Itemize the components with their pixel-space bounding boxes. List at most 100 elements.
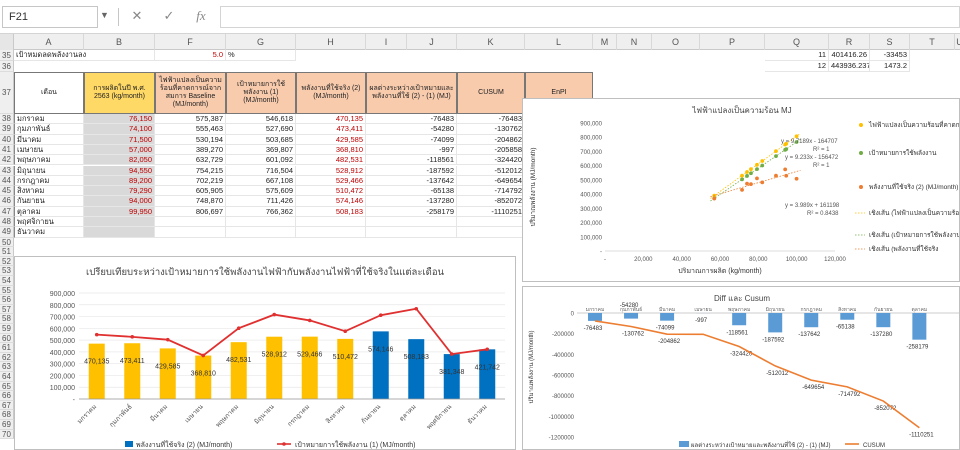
fx-icon[interactable]: fx (196, 8, 206, 23)
column-header-t[interactable]: T (910, 34, 955, 50)
legend-actual-label: พลังงานที่ใช้จริง (2) (MJ/month) (136, 440, 232, 449)
row-header-60[interactable]: 60 (0, 333, 14, 344)
row-header-52[interactable]: 52 (0, 256, 14, 267)
diff-x-tick-label: มีนาคม (659, 306, 675, 313)
cancel-icon[interactable]: ✕ (131, 8, 143, 23)
diff-x-tick-label: กุมภาพันธ์ (620, 306, 642, 313)
cell-f35: 5.0 (155, 50, 226, 61)
column-header-q[interactable]: Q (765, 34, 829, 50)
column-header-l[interactable]: L (525, 34, 593, 50)
target-point-1 (94, 332, 99, 337)
row-header-51[interactable]: 51 (0, 247, 14, 257)
header-baseline: ไฟฟ้าแปลงเป็นความร้อนที่คาดการณ์จากสมการ… (155, 72, 226, 114)
bar-y-tick-label: 100,000 (50, 385, 75, 392)
scatter-point-s3 (749, 182, 753, 187)
scatter-x-tick-label: 40,000 (672, 257, 691, 263)
row-header-40[interactable]: 40 (0, 134, 14, 145)
header-target: เป้าหมายการใช้พลังงาน (1) (MJ/month) (226, 72, 296, 114)
column-header-u[interactable]: U (955, 34, 960, 50)
row-header-44[interactable]: 44 (0, 175, 14, 187)
cell-production: 76,150 (84, 114, 155, 125)
column-header-n[interactable]: N (617, 34, 652, 50)
header-cusum: CUSUM (457, 72, 525, 114)
cell-cusum: -204862 (457, 134, 525, 145)
row-header-36[interactable]: 36 (0, 61, 14, 72)
cell-diff: -137280 (366, 196, 457, 207)
row-header-68[interactable]: 68 (0, 410, 14, 420)
target-point-11 (449, 352, 454, 356)
scatter-chart[interactable]: ไฟฟ้าแปลงเป็นความร้อน MJ 900,000 800,000 70… (522, 98, 960, 282)
column-header-b[interactable]: B (84, 34, 155, 50)
row-header-64[interactable]: 64 (0, 372, 14, 382)
cell-target: 711,426 (226, 196, 296, 207)
column-header-i[interactable]: I (366, 34, 407, 50)
row-header-56[interactable]: 56 (0, 295, 14, 305)
row-header-61[interactable]: 61 (0, 343, 14, 353)
column-header-f[interactable]: F (155, 34, 226, 50)
column-header-j[interactable]: J (407, 34, 457, 50)
bar-y-tick-label: 600,000 (50, 326, 75, 333)
diff-x-tick-label: กันยายน (874, 307, 893, 313)
row-header-46[interactable]: 46 (0, 196, 14, 207)
cell-cusum (457, 227, 525, 238)
row-header-65[interactable]: 65 (0, 381, 14, 392)
bar-actual-9 (372, 331, 389, 399)
scatter-legend-label: เป้าหมายการใช้พลังงาน (869, 149, 937, 157)
column-header-h[interactable]: H (296, 34, 366, 50)
row-header-59[interactable]: 59 (0, 324, 14, 334)
row-header-57[interactable]: 57 (0, 304, 14, 315)
row-header-67[interactable]: 67 (0, 400, 14, 411)
row-header-38[interactable]: 38 (0, 114, 14, 125)
row-header-55[interactable]: 55 (0, 285, 14, 296)
row-header-70[interactable]: 70 (0, 429, 14, 440)
row-header-45[interactable]: 45 (0, 186, 14, 197)
cell-actual: 508,183 (296, 206, 366, 217)
name-box[interactable]: F21 (2, 6, 98, 28)
bar-y-tick-label: 700,000 (50, 315, 75, 322)
row-header-37[interactable]: 37 (0, 72, 14, 114)
scatter-title: ไฟฟ้าแปลงเป็นความร้อน MJ (691, 105, 791, 115)
row-header-49[interactable]: 49 (0, 227, 14, 238)
row-header-69[interactable]: 69 (0, 420, 14, 430)
column-header-g[interactable]: G (226, 34, 296, 50)
row-header-48[interactable]: 48 (0, 217, 14, 228)
cell-cusum: -714792 (457, 186, 525, 197)
enter-icon[interactable]: ✓ (163, 8, 175, 23)
row-header-53[interactable]: 53 (0, 266, 14, 276)
row-header-43[interactable]: 43 (0, 165, 14, 176)
column-header-s[interactable]: S (870, 34, 910, 50)
formula-input[interactable] (220, 6, 960, 28)
cell-target: 546,618 (226, 114, 296, 125)
row-header-50[interactable]: 50 (0, 237, 14, 248)
row-header-39[interactable]: 39 (0, 124, 14, 135)
diff-cusum-chart[interactable]: Diff และ Cusum 0 -200000 -400000 -600000 -800… (522, 286, 960, 450)
diff-bar-1 (588, 313, 603, 321)
row-header-63[interactable]: 63 (0, 362, 14, 372)
cell-target: 527,690 (226, 124, 296, 135)
row-header-66[interactable]: 66 (0, 391, 14, 401)
diff-cusum-chart-svg: Diff และ Cusum 0 -200000 -400000 -600000 -800… (528, 294, 959, 449)
row-header-58[interactable]: 58 (0, 314, 14, 324)
column-header-a[interactable]: A (14, 34, 84, 50)
cell-diff (366, 227, 457, 238)
select-all-corner[interactable] (0, 34, 14, 50)
column-header-k[interactable]: K (457, 34, 525, 50)
row-header-47[interactable]: 47 (0, 206, 14, 217)
column-header-m[interactable]: M (593, 34, 617, 50)
formula-bar: F21 ▼ ✕ ✓ fx (0, 0, 960, 34)
cell-production (84, 217, 155, 228)
bar-actual-7 (301, 336, 318, 399)
row-header-42[interactable]: 42 (0, 155, 14, 166)
column-header-o[interactable]: O (652, 34, 700, 50)
name-box-dropdown-icon[interactable]: ▼ (100, 10, 109, 20)
row-header-54[interactable]: 54 (0, 276, 14, 286)
row-header-41[interactable]: 41 (0, 144, 14, 156)
bar-chart[interactable]: เปรียบเทียบระหว่างเป้าหมายการใช้พลังงานไ… (14, 256, 516, 450)
target-point-9 (378, 313, 383, 318)
scatter-x-tick-label: 20,000 (634, 257, 653, 263)
row-header-35[interactable]: 35 (0, 50, 14, 61)
column-header-p[interactable]: P (700, 34, 765, 50)
row-header-62[interactable]: 62 (0, 352, 14, 363)
column-header-r[interactable]: R (829, 34, 870, 50)
